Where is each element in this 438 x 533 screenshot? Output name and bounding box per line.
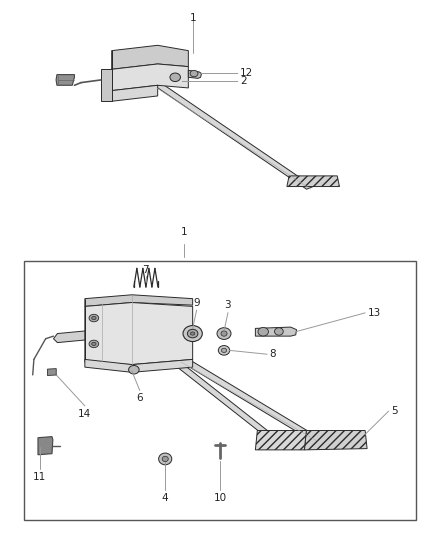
Text: 14: 14 <box>78 409 92 418</box>
Polygon shape <box>85 295 193 306</box>
Ellipse shape <box>129 366 139 374</box>
Ellipse shape <box>92 317 96 320</box>
Ellipse shape <box>218 345 230 355</box>
Text: 8: 8 <box>269 349 276 359</box>
Polygon shape <box>112 45 188 69</box>
Polygon shape <box>155 84 313 189</box>
Polygon shape <box>255 327 297 336</box>
Ellipse shape <box>221 331 227 336</box>
Polygon shape <box>56 75 74 85</box>
Text: 10: 10 <box>214 492 226 503</box>
Ellipse shape <box>183 326 202 342</box>
Ellipse shape <box>221 348 226 352</box>
Bar <box>24 261 416 520</box>
Ellipse shape <box>170 73 180 82</box>
Ellipse shape <box>190 70 198 77</box>
Polygon shape <box>85 359 193 373</box>
Text: 12: 12 <box>240 68 253 78</box>
Ellipse shape <box>258 327 268 336</box>
Ellipse shape <box>217 328 231 340</box>
Text: 5: 5 <box>391 406 397 416</box>
Ellipse shape <box>159 453 172 465</box>
Polygon shape <box>188 70 201 78</box>
Ellipse shape <box>275 328 283 335</box>
Text: 13: 13 <box>367 308 381 318</box>
Text: 1: 1 <box>180 227 187 237</box>
Polygon shape <box>169 360 279 441</box>
Text: 4: 4 <box>162 492 169 503</box>
Polygon shape <box>38 437 53 455</box>
Ellipse shape <box>187 329 198 338</box>
Polygon shape <box>101 69 112 101</box>
Ellipse shape <box>89 340 99 348</box>
Text: 2: 2 <box>240 76 247 86</box>
Ellipse shape <box>191 332 195 335</box>
Polygon shape <box>53 331 85 343</box>
Ellipse shape <box>92 342 96 345</box>
Text: 3: 3 <box>225 300 231 310</box>
Polygon shape <box>47 369 56 376</box>
Text: 9: 9 <box>193 297 200 308</box>
Polygon shape <box>85 303 193 365</box>
Polygon shape <box>304 431 367 450</box>
Ellipse shape <box>89 314 99 322</box>
Polygon shape <box>255 431 306 450</box>
Text: 7: 7 <box>142 265 149 275</box>
Text: 6: 6 <box>136 393 143 403</box>
Polygon shape <box>112 85 158 101</box>
Polygon shape <box>112 64 188 91</box>
Polygon shape <box>287 176 339 187</box>
Text: 1: 1 <box>189 13 196 23</box>
Ellipse shape <box>162 456 168 462</box>
Text: 11: 11 <box>33 472 46 482</box>
Polygon shape <box>179 358 322 442</box>
